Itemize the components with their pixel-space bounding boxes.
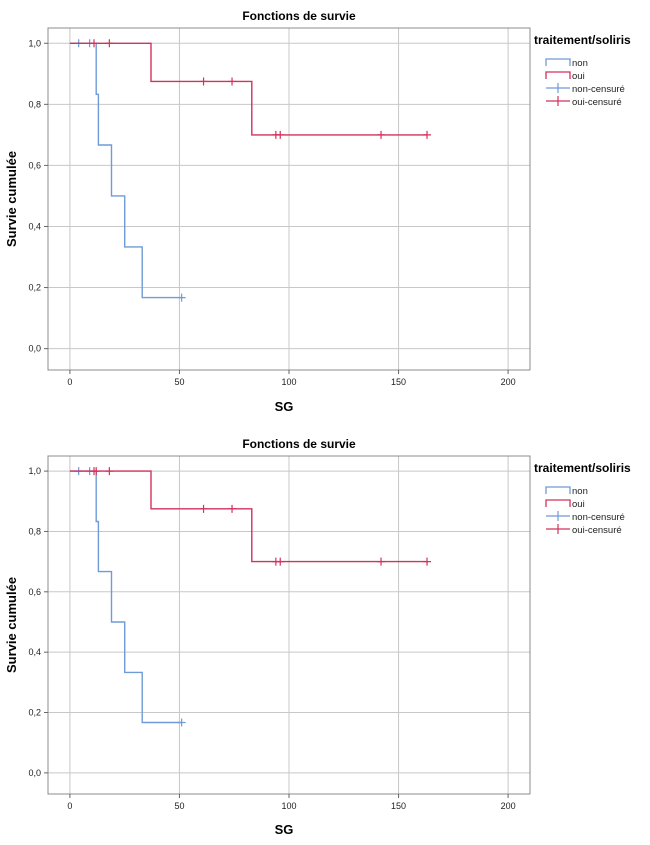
- legend-swatch-step: [545, 499, 571, 507]
- x-tick-label: 150: [391, 801, 406, 811]
- y-tick-label: 0,4: [28, 647, 41, 657]
- censor-mark-oui: [199, 504, 208, 513]
- y-tick-label: 0,2: [28, 708, 41, 718]
- survival-chart-2-svg: 0,0 0,2 0,4 0,6 0,8 1,0 0 50 100 150 200 Fonctions …: [4, 437, 631, 837]
- x-tick-label: 150: [391, 377, 406, 387]
- legend-entry-label: oui: [572, 499, 585, 510]
- censor-mark-oui: [423, 557, 432, 566]
- legend-entry-label: non: [572, 58, 588, 69]
- x-tick-label: 100: [281, 377, 296, 387]
- legend-swatch-censor: [546, 524, 570, 534]
- censor-mark-non: [177, 718, 186, 727]
- survival-chart-2: 0,0 0,2 0,4 0,6 0,8 1,0 0 50 100 150 200 Fonctions …: [0, 428, 650, 845]
- legend-swatch-step: [545, 486, 571, 494]
- legend-entry-label: oui-censuré: [572, 97, 622, 108]
- y-tick-label: 0,0: [28, 344, 41, 354]
- survival-chart-1: 0,0 0,2 0,4 0,6 0,8 1,0 0 50 100 150 200 Fonctions …: [0, 0, 650, 422]
- censor-mark-oui: [90, 39, 99, 48]
- x-tick-label: 100: [281, 801, 296, 811]
- x-axis-label: SG: [275, 822, 294, 837]
- x-axis-label: SG: [275, 399, 294, 414]
- x-tick-label: 200: [501, 377, 516, 387]
- legend-entry-label: non-censuré: [572, 84, 625, 95]
- censor-mark-oui: [276, 557, 285, 566]
- x-tick-label: 50: [174, 801, 184, 811]
- legend-swatch-censor: [546, 511, 570, 521]
- y-axis-label: Survie cumulée: [4, 151, 19, 247]
- survival-chart-1-svg: 0,0 0,2 0,4 0,6 0,8 1,0 0 50 100 150 200 Fonctions …: [4, 9, 631, 414]
- series-line-oui: [69, 42, 427, 136]
- censor-mark-oui: [105, 39, 114, 48]
- y-tick-label: 0,0: [28, 768, 41, 778]
- legend-entry-label: oui: [572, 71, 585, 82]
- y-tick-label: 0,8: [28, 99, 41, 109]
- legend-entry-label: non-censuré: [572, 512, 625, 523]
- series-line-non: [69, 470, 182, 724]
- censor-mark-oui: [377, 557, 386, 566]
- x-tick-label: 50: [174, 377, 184, 387]
- censor-mark-oui: [199, 77, 208, 86]
- censor-mark-oui: [92, 467, 101, 476]
- x-tick-label: 200: [501, 801, 516, 811]
- legend-entry-label: oui-censuré: [572, 525, 622, 536]
- legend-swatch-censor: [546, 83, 570, 93]
- chart-title: Fonctions de survie: [242, 9, 356, 23]
- y-tick-label: 0,6: [28, 160, 41, 170]
- censor-mark-oui: [423, 130, 432, 139]
- y-tick-label: 0,4: [28, 221, 41, 231]
- legend-swatch-censor: [546, 96, 570, 106]
- y-tick-label: 1,0: [28, 38, 41, 48]
- series-line-oui: [69, 470, 427, 563]
- y-tick-label: 0,2: [28, 283, 41, 293]
- legend-title: traitement/soliris: [534, 461, 631, 475]
- series-line-non: [69, 42, 182, 299]
- x-tick-label: 0: [67, 377, 72, 387]
- x-tick-label: 0: [67, 801, 72, 811]
- y-tick-label: 0,8: [28, 526, 41, 536]
- censor-mark-oui: [377, 130, 386, 139]
- censor-mark-oui: [276, 130, 285, 139]
- censor-mark-oui: [228, 77, 237, 86]
- censor-mark-oui: [228, 504, 237, 513]
- y-axis-label: Survie cumulée: [4, 577, 19, 673]
- chart-title: Fonctions de survie: [242, 437, 356, 451]
- legend-title: traitement/soliris: [534, 33, 631, 47]
- legend-entry-label: non: [572, 486, 588, 497]
- legend-swatch-step: [545, 71, 571, 79]
- legend-swatch-step: [545, 58, 571, 66]
- censor-mark-oui: [105, 467, 114, 476]
- y-tick-label: 0,6: [28, 587, 41, 597]
- y-tick-label: 1,0: [28, 466, 41, 476]
- censor-mark-non: [177, 293, 186, 302]
